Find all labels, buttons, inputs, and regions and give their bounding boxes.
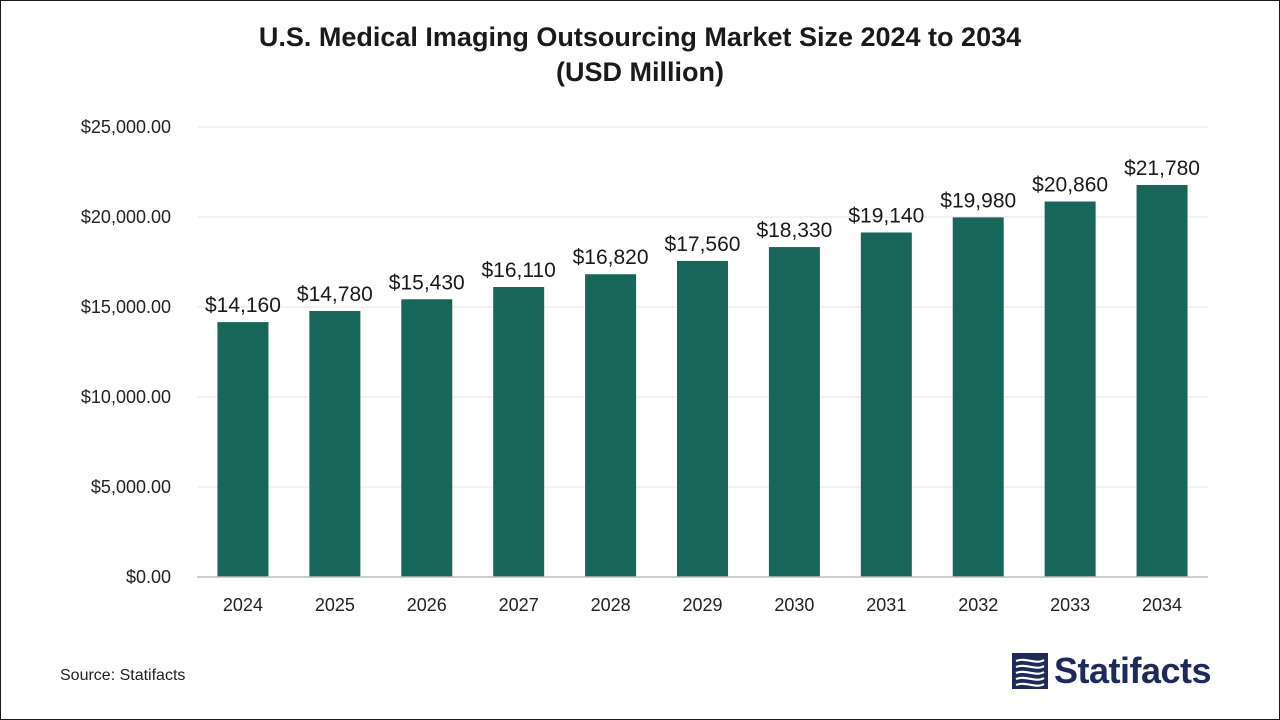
- statifacts-logo-icon: [1012, 653, 1048, 689]
- x-tick-label: 2025: [315, 595, 355, 615]
- bar: [217, 322, 269, 577]
- chart-title: U.S. Medical Imaging Outsourcing Market …: [0, 20, 1280, 90]
- data-label: $16,820: [573, 246, 649, 269]
- y-tick-label: $5,000.00: [91, 477, 171, 497]
- bar: [493, 287, 545, 577]
- data-label: $14,160: [205, 294, 281, 317]
- bar: [401, 299, 453, 577]
- bar: [309, 310, 361, 577]
- chart-subtitle-line: (USD Million): [556, 57, 724, 87]
- source-note: Source: Statifacts: [60, 667, 186, 684]
- x-tick-label: 2029: [682, 595, 722, 615]
- data-label: $21,780: [1124, 157, 1200, 180]
- x-tick-label: 2026: [407, 595, 447, 615]
- x-tick-label: 2031: [866, 595, 906, 615]
- x-tick-label: 2024: [223, 595, 263, 615]
- data-label: $15,430: [389, 271, 465, 294]
- x-tick-label: 2034: [1142, 595, 1182, 615]
- y-tick-label: $0.00: [126, 567, 171, 587]
- bar: [1044, 201, 1096, 577]
- bar: [585, 274, 637, 577]
- x-tick-label: 2033: [1050, 595, 1090, 615]
- bar: [677, 260, 728, 577]
- x-tick-label: 2030: [774, 595, 814, 615]
- y-tick-label: $10,000.00: [81, 387, 171, 407]
- bar: [768, 247, 820, 577]
- data-label: $20,860: [1032, 174, 1108, 197]
- chart-title-line: U.S. Medical Imaging Outsourcing Market …: [258, 22, 1022, 52]
- data-label: $14,780: [297, 283, 373, 306]
- x-tick-label: 2028: [591, 595, 631, 615]
- bar: [860, 232, 912, 578]
- data-label: $17,560: [665, 233, 741, 256]
- bar: [952, 217, 1004, 578]
- bar: [1136, 184, 1188, 577]
- x-tick-label: 2027: [499, 595, 539, 615]
- data-label: $19,980: [940, 189, 1016, 212]
- x-tick-label: 2032: [958, 595, 998, 615]
- y-tick-label: $25,000.00: [81, 117, 171, 137]
- y-tick-label: $20,000.00: [81, 207, 171, 227]
- statifacts-logo-text: Statifacts: [1054, 650, 1212, 691]
- data-label: $19,140: [848, 204, 924, 227]
- data-label: $16,110: [482, 259, 556, 282]
- statifacts-logo: Statifacts: [1012, 649, 1212, 693]
- data-label: $18,330: [756, 219, 832, 242]
- y-tick-label: $15,000.00: [81, 297, 171, 317]
